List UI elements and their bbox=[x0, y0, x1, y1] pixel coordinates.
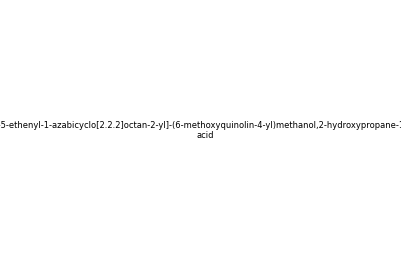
Text: (R)-[(2S,4S,5R)-5-ethenyl-1-azabicyclo[2.2.2]octan-2-yl]-(6-methoxyquinolin-4-yl: (R)-[(2S,4S,5R)-5-ethenyl-1-azabicyclo[2… bbox=[0, 121, 401, 140]
